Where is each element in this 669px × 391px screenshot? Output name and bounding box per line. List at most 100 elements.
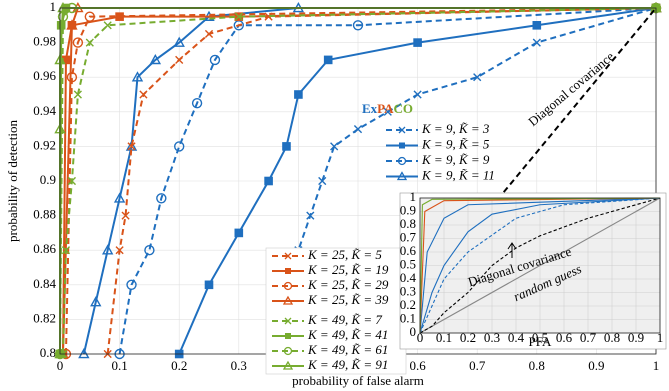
marker xyxy=(139,90,148,99)
legend-marker xyxy=(282,360,294,370)
legend-label: K = 25, K̃ = 19 xyxy=(307,262,389,277)
marker xyxy=(67,176,77,186)
y-tick-label: 0.9 xyxy=(400,202,416,217)
marker xyxy=(61,246,71,255)
y-tick-label: 0.88 xyxy=(33,207,56,222)
marker xyxy=(234,12,243,21)
y-tick-label: 0.5 xyxy=(400,256,416,271)
plot-frame xyxy=(419,197,661,334)
y-tick-label: 0.3 xyxy=(400,283,416,298)
marker xyxy=(234,228,244,238)
marker xyxy=(54,348,66,359)
marker xyxy=(306,211,315,220)
inset-x-label: PFA xyxy=(529,334,552,349)
series-line xyxy=(419,197,661,334)
y-tick-label: 0.4 xyxy=(400,270,417,285)
y-tick-label: 0.86 xyxy=(33,241,56,256)
legend-marker xyxy=(396,171,408,181)
marker xyxy=(131,71,144,82)
marker xyxy=(101,244,114,255)
y-tick-label: 0.92 xyxy=(33,137,56,152)
legend-title-part: Ex xyxy=(362,101,378,116)
marker xyxy=(173,36,185,47)
x-tick-label: 0.9 xyxy=(628,330,644,345)
x-tick-label: 0.6 xyxy=(409,358,426,373)
legend-label: K = 9, K̃ = 9 xyxy=(421,152,490,167)
marker xyxy=(66,19,78,30)
y-tick-label: 0.9 xyxy=(40,172,56,187)
marker xyxy=(264,176,273,186)
marker xyxy=(209,54,221,66)
y-tick-label: 0.7 xyxy=(400,229,417,244)
marker xyxy=(318,176,327,186)
marker xyxy=(282,142,291,151)
marker xyxy=(126,279,137,290)
marker xyxy=(144,244,155,256)
legend-marker xyxy=(399,142,405,149)
y-tick-label: 0.6 xyxy=(400,243,417,258)
legend-marker xyxy=(283,281,293,291)
marker xyxy=(149,53,162,65)
series-line xyxy=(419,197,661,334)
y-tick-label: 0.98 xyxy=(33,34,56,49)
x-tick-label: 0.3 xyxy=(484,330,500,345)
legend-title-part: CO xyxy=(394,101,414,116)
y-tick-label: 1 xyxy=(50,0,57,14)
legend-marker xyxy=(282,295,294,305)
y-tick-label: 0.84 xyxy=(33,276,56,291)
marker xyxy=(57,2,69,13)
marker xyxy=(175,55,184,64)
y-tick-label: 0.82 xyxy=(33,310,56,325)
y-tick-label: 0.2 xyxy=(400,297,416,312)
series-line xyxy=(118,7,657,355)
y-tick-label: 1 xyxy=(410,189,417,204)
legend-label: K = 25, K̃ = 5 xyxy=(307,247,382,262)
series-line xyxy=(419,197,661,334)
marker xyxy=(532,21,542,30)
marker xyxy=(78,348,90,359)
legend-label: K = 9, K̃ = 3 xyxy=(421,121,490,136)
marker xyxy=(413,38,422,47)
y-tick-label: 0.96 xyxy=(33,68,56,83)
marker xyxy=(113,192,126,203)
marker xyxy=(352,20,364,31)
legend-title-part: PA xyxy=(377,101,394,116)
marker xyxy=(85,38,94,47)
marker xyxy=(90,296,102,307)
series-line xyxy=(419,197,661,334)
x-tick-label: 1 xyxy=(657,330,664,345)
legend-marker xyxy=(284,317,292,325)
x-tick-label: 0.1 xyxy=(111,358,127,373)
legend-marker xyxy=(284,252,292,260)
y-tick-label: 0.1 xyxy=(400,310,416,325)
marker xyxy=(204,280,214,290)
legend-marker xyxy=(398,126,406,134)
marker xyxy=(191,97,203,109)
series-line xyxy=(419,197,661,334)
marker xyxy=(473,73,482,82)
series-line xyxy=(419,197,661,334)
marker xyxy=(103,21,112,30)
legend-label: K = 49, K̃ = 91 xyxy=(307,357,388,372)
legend-title: ExPACO xyxy=(362,101,413,116)
marker xyxy=(353,125,363,134)
y-tick-label: 0 xyxy=(410,324,417,339)
x-tick-label: 0.7 xyxy=(469,358,486,373)
x-tick-label: 0.8 xyxy=(604,330,620,345)
y-axis-label: probability of detection xyxy=(5,119,20,242)
x-tick-label: 0 xyxy=(417,330,424,345)
x-tick-label: 0.5 xyxy=(532,330,548,345)
x-tick-label: 0.6 xyxy=(556,330,573,345)
marker xyxy=(294,90,303,99)
inset-arrow xyxy=(507,242,517,258)
x-tick-label: 0.7 xyxy=(580,330,597,345)
series-line xyxy=(61,7,657,355)
marker xyxy=(72,37,84,48)
series-line xyxy=(61,7,657,355)
legend-label: K = 49, K̃ = 7 xyxy=(307,312,382,327)
legend-label: K = 25, K̃ = 29 xyxy=(307,277,389,292)
legend-label: K = 25, K̃ = 39 xyxy=(307,292,389,307)
x-tick-label: 1 xyxy=(653,358,660,373)
legend-marker xyxy=(283,346,293,356)
series-line xyxy=(64,7,657,355)
